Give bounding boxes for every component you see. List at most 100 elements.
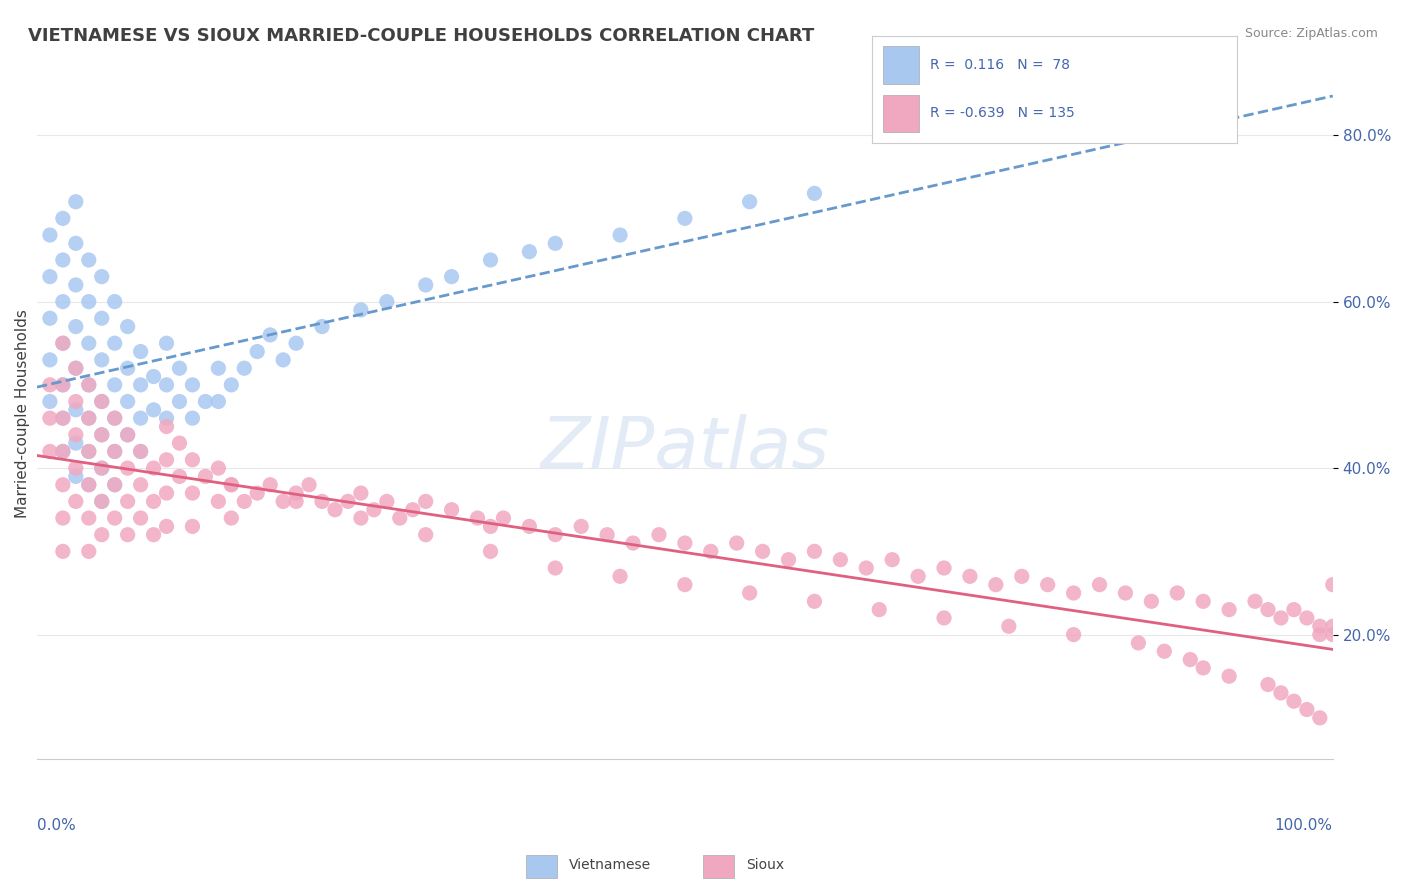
Point xyxy=(38,352,60,367)
Point xyxy=(104,336,127,351)
Y-axis label: Married-couple Households: Married-couple Households xyxy=(15,310,30,518)
Point xyxy=(194,394,217,409)
Point xyxy=(104,444,127,458)
Point xyxy=(52,377,75,392)
Point xyxy=(363,502,385,516)
Point xyxy=(311,319,333,334)
Point xyxy=(38,227,60,242)
Point xyxy=(65,494,87,508)
Point xyxy=(90,269,112,284)
Point xyxy=(1063,627,1085,641)
Point xyxy=(207,494,229,508)
Point xyxy=(129,411,152,425)
Point xyxy=(155,452,177,467)
Point xyxy=(544,236,567,251)
Point xyxy=(855,561,877,575)
Point xyxy=(1166,586,1188,600)
Point xyxy=(271,352,294,367)
Text: 100.0%: 100.0% xyxy=(1275,818,1333,833)
Point xyxy=(77,294,100,309)
Point xyxy=(621,536,644,550)
Point xyxy=(38,411,60,425)
Point xyxy=(90,494,112,508)
Point xyxy=(233,361,256,376)
Point xyxy=(169,469,191,483)
Point xyxy=(1218,602,1240,616)
Point xyxy=(544,527,567,541)
Point xyxy=(492,511,515,525)
Point xyxy=(90,311,112,326)
Point xyxy=(65,319,87,334)
Point xyxy=(1257,602,1279,616)
Point xyxy=(65,461,87,475)
Point xyxy=(142,494,165,508)
Point xyxy=(77,444,100,458)
Point xyxy=(415,527,437,541)
Point xyxy=(221,477,243,491)
Point xyxy=(1218,669,1240,683)
Point xyxy=(104,444,127,458)
Point xyxy=(77,252,100,267)
Point xyxy=(181,452,204,467)
Point xyxy=(129,511,152,525)
Point xyxy=(350,511,373,525)
Point xyxy=(609,569,631,583)
Point xyxy=(38,377,60,392)
Point xyxy=(803,544,825,558)
Point xyxy=(1257,677,1279,691)
Point xyxy=(117,527,139,541)
Point xyxy=(155,486,177,500)
Point xyxy=(52,444,75,458)
Point xyxy=(38,269,60,284)
Point xyxy=(1309,619,1331,633)
Point xyxy=(104,411,127,425)
Point xyxy=(1270,611,1292,625)
FancyBboxPatch shape xyxy=(883,95,920,132)
Point xyxy=(104,411,127,425)
Point xyxy=(207,461,229,475)
Point xyxy=(117,361,139,376)
Point xyxy=(1180,652,1202,666)
Point xyxy=(155,519,177,533)
Point xyxy=(1063,586,1085,600)
Point xyxy=(155,377,177,392)
Point xyxy=(1153,644,1175,658)
Point xyxy=(285,486,308,500)
Point xyxy=(1011,569,1033,583)
Point xyxy=(142,527,165,541)
Point xyxy=(998,619,1021,633)
Point xyxy=(77,377,100,392)
Point xyxy=(52,336,75,351)
Point xyxy=(932,561,955,575)
Point xyxy=(104,477,127,491)
Point xyxy=(415,277,437,292)
Point xyxy=(673,536,696,550)
Point xyxy=(1322,577,1344,591)
Point xyxy=(1192,594,1215,608)
Text: Source: ZipAtlas.com: Source: ZipAtlas.com xyxy=(1244,27,1378,40)
Point xyxy=(77,477,100,491)
Text: R =  0.116   N =  78: R = 0.116 N = 78 xyxy=(931,58,1070,71)
Point xyxy=(52,411,75,425)
Point xyxy=(90,461,112,475)
Point xyxy=(1128,636,1150,650)
Point xyxy=(77,444,100,458)
Point xyxy=(259,327,281,342)
Point xyxy=(65,194,87,209)
Point xyxy=(65,236,87,251)
Point xyxy=(479,252,502,267)
Point xyxy=(1309,627,1331,641)
Text: VIETNAMESE VS SIOUX MARRIED-COUPLE HOUSEHOLDS CORRELATION CHART: VIETNAMESE VS SIOUX MARRIED-COUPLE HOUSE… xyxy=(28,27,814,45)
Point xyxy=(155,336,177,351)
Point xyxy=(52,211,75,226)
Point xyxy=(52,411,75,425)
Point xyxy=(648,527,671,541)
Point xyxy=(155,411,177,425)
Point xyxy=(569,519,592,533)
Point xyxy=(38,394,60,409)
Point xyxy=(830,552,852,566)
Point xyxy=(155,419,177,434)
Point xyxy=(52,252,75,267)
Point xyxy=(868,602,890,616)
Point xyxy=(181,519,204,533)
